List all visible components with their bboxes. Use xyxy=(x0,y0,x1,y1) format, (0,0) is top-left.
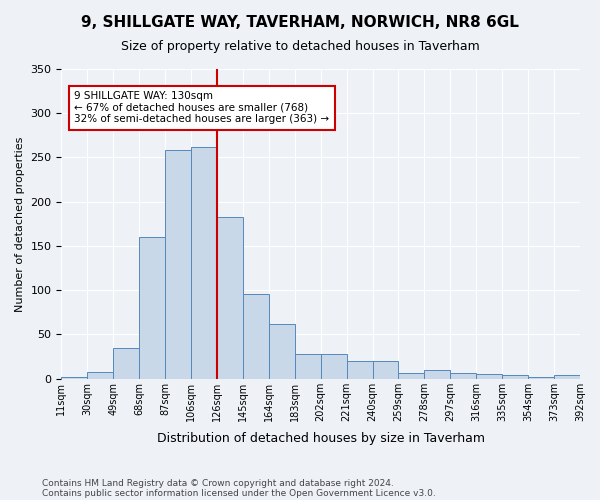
X-axis label: Distribution of detached houses by size in Taverham: Distribution of detached houses by size … xyxy=(157,432,485,445)
Text: Contains public sector information licensed under the Open Government Licence v3: Contains public sector information licen… xyxy=(42,488,436,498)
Bar xyxy=(321,354,347,378)
Bar xyxy=(398,374,424,378)
Bar xyxy=(451,372,476,378)
Bar xyxy=(165,150,191,378)
Bar xyxy=(61,377,88,378)
Bar xyxy=(476,374,502,378)
Bar xyxy=(424,370,451,378)
Bar xyxy=(269,324,295,378)
Bar xyxy=(373,361,398,378)
Text: Contains HM Land Registry data © Crown copyright and database right 2024.: Contains HM Land Registry data © Crown c… xyxy=(42,478,394,488)
Bar xyxy=(88,372,113,378)
Text: Size of property relative to detached houses in Taverham: Size of property relative to detached ho… xyxy=(121,40,479,53)
Bar xyxy=(191,147,217,378)
Bar xyxy=(528,377,554,378)
Bar xyxy=(295,354,321,378)
Y-axis label: Number of detached properties: Number of detached properties xyxy=(15,136,25,312)
Bar xyxy=(139,237,165,378)
Bar xyxy=(347,361,373,378)
Bar xyxy=(217,217,243,378)
Bar xyxy=(113,348,139,378)
Bar xyxy=(554,375,580,378)
Bar xyxy=(502,375,528,378)
Text: 9 SHILLGATE WAY: 130sqm
← 67% of detached houses are smaller (768)
32% of semi-d: 9 SHILLGATE WAY: 130sqm ← 67% of detache… xyxy=(74,91,329,124)
Bar xyxy=(243,294,269,378)
Text: 9, SHILLGATE WAY, TAVERHAM, NORWICH, NR8 6GL: 9, SHILLGATE WAY, TAVERHAM, NORWICH, NR8… xyxy=(81,15,519,30)
